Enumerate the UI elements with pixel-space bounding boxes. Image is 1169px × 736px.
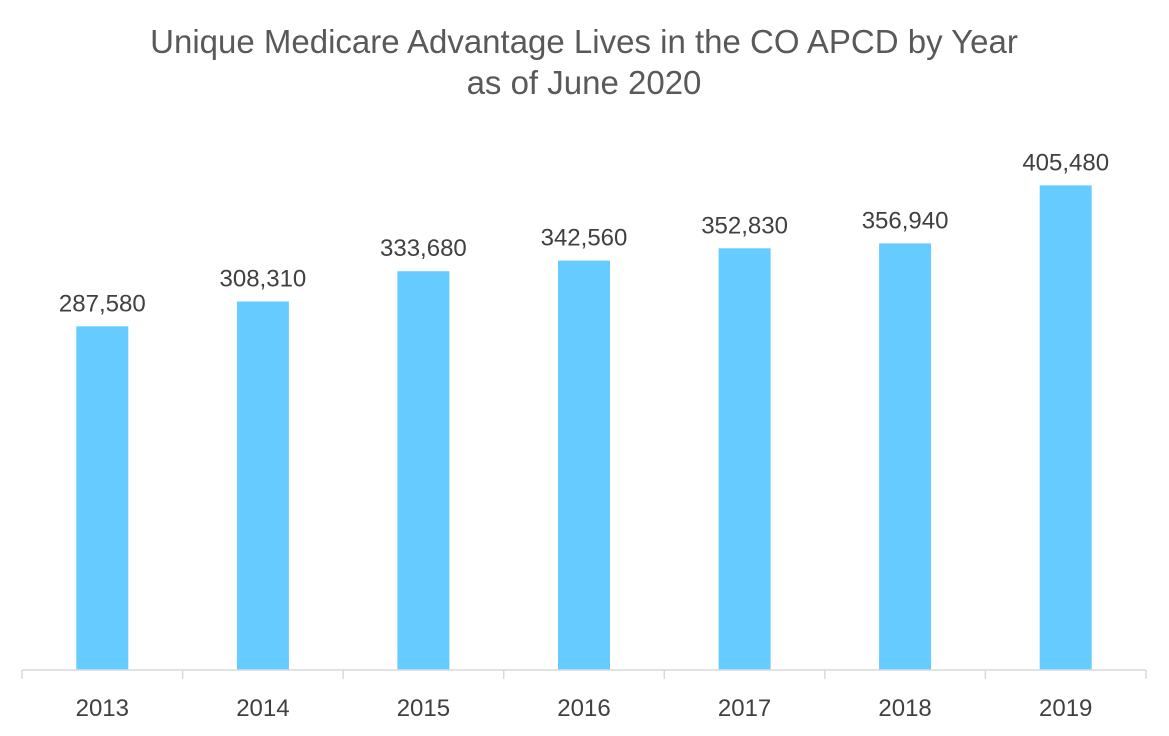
chart-title: Unique Medicare Advantage Lives in the C… [150, 23, 1018, 60]
data-label-2016: 342,560 [541, 225, 628, 252]
data-label-2013: 287,580 [59, 290, 146, 317]
bar-2018 [879, 243, 932, 670]
x-tick-label-2014: 2014 [236, 695, 289, 722]
x-tick-label-2017: 2017 [718, 695, 771, 722]
x-tick-label-2013: 2013 [76, 695, 129, 722]
x-tick-label-2015: 2015 [397, 695, 450, 722]
x-tick-label-2016: 2016 [557, 695, 610, 722]
bar-2013 [76, 326, 129, 670]
plot-area: 287,580 2013 308,310 2014 333,680 2015 342,560… [21, 149, 1147, 722]
bar-2016 [558, 260, 610, 670]
data-label-2018: 356,940 [862, 207, 949, 234]
bar-2014 [236, 301, 289, 670]
data-label-2019: 405,480 [1022, 149, 1109, 176]
data-label-2017: 352,830 [701, 212, 788, 239]
bar-2015 [397, 271, 450, 670]
bar-2019 [1039, 185, 1092, 670]
x-tick-label-2019: 2019 [1039, 695, 1092, 722]
data-label-2014: 308,310 [220, 266, 307, 293]
bar-2017 [718, 248, 771, 671]
x-tick-label-2018: 2018 [878, 695, 931, 722]
chart-subtitle: as of June 2020 [467, 64, 702, 101]
data-label-2015: 333,680 [380, 235, 467, 262]
